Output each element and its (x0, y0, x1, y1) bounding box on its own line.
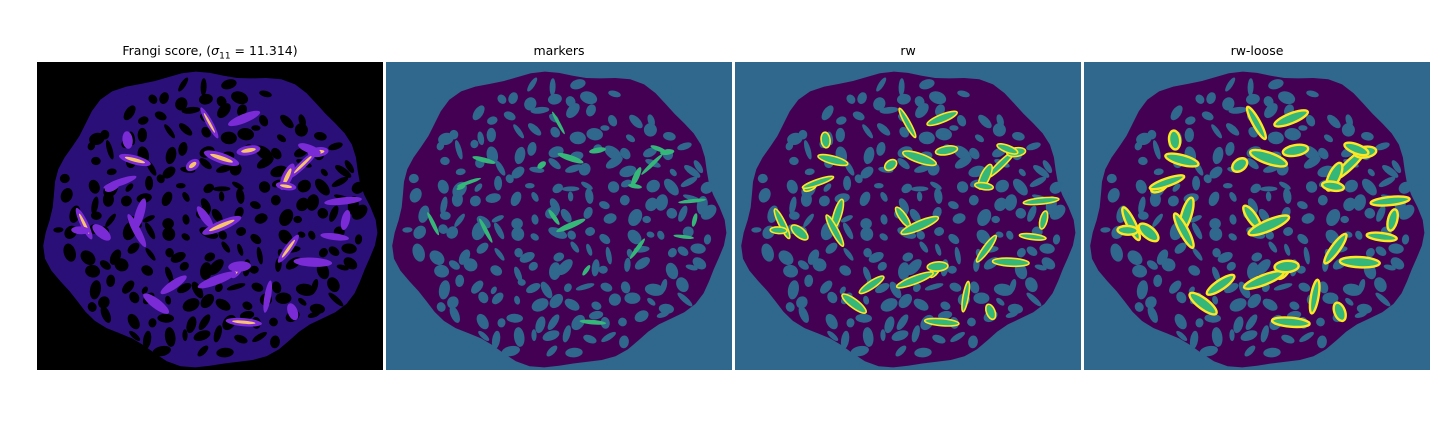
sigma-symbol: σ (211, 43, 220, 58)
panel-title-frangi: Frangi score, (σ11 = 11.314) (37, 43, 383, 62)
frangi-score-image (37, 62, 383, 370)
rw-image (735, 62, 1081, 370)
panel-title-rw-loose: rw-loose (1230, 43, 1284, 58)
rw-loose-image (1084, 62, 1430, 370)
frangi-title-suffix: = 11.314) (230, 43, 298, 58)
markers-image (386, 62, 732, 370)
sigma-subscript: 11 (219, 51, 231, 62)
panel-title-rw: rw (900, 43, 916, 58)
panel-title-markers: markers (533, 43, 585, 58)
frangi-title-prefix: Frangi score, ( (122, 43, 212, 58)
